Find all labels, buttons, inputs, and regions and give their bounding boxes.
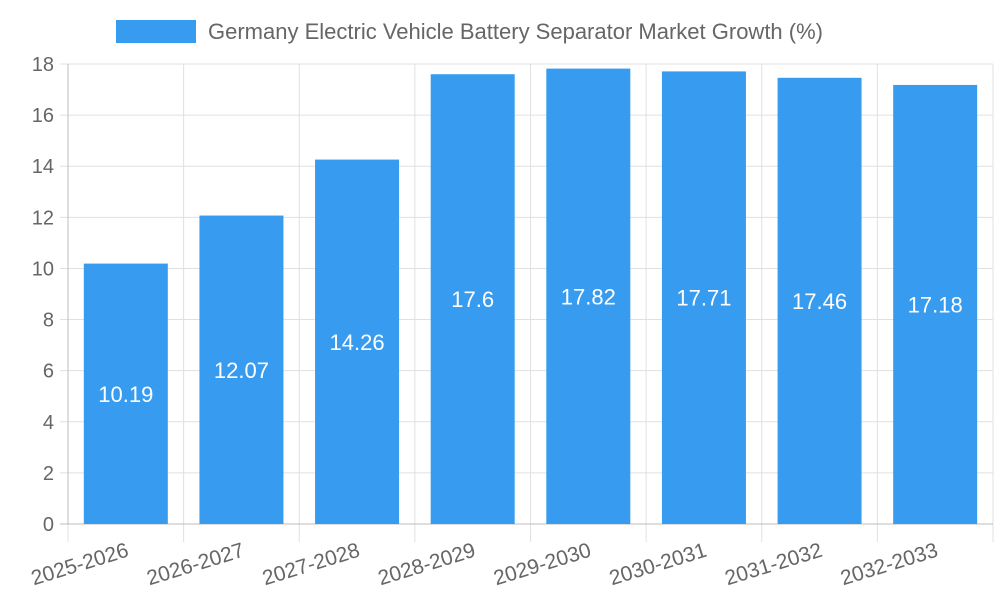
bars	[83, 68, 978, 525]
y-tick-label: 16	[32, 105, 54, 127]
bar[interactable]	[893, 84, 978, 524]
x-tick-label: 2031-2032	[722, 539, 825, 590]
bar[interactable]	[315, 159, 400, 525]
x-tick-label: 2026-2027	[144, 539, 247, 590]
y-tick-label: 2	[43, 463, 54, 485]
x-tick-label: 2030-2031	[607, 539, 710, 590]
x-tick-label: 2029-2030	[491, 539, 594, 590]
y-tick-label: 18	[32, 54, 54, 76]
legend-label[interactable]: Germany Electric Vehicle Battery Separat…	[208, 19, 823, 44]
x-tick-label: 2028-2029	[375, 539, 478, 590]
data-label: 17.18	[908, 292, 963, 317]
data-label: 14.26	[330, 330, 385, 355]
bar[interactable]	[430, 74, 515, 524]
x-tick-label: 2025-2026	[29, 539, 132, 590]
bar[interactable]	[83, 263, 168, 524]
data-label: 12.07	[214, 358, 269, 383]
data-label: 17.71	[676, 286, 731, 311]
data-label: 17.6	[451, 287, 494, 312]
y-tick-label: 8	[43, 310, 54, 332]
x-tick-label: 2027-2028	[260, 539, 363, 590]
bar[interactable]	[661, 71, 746, 525]
x-tick-label: 2032-2033	[838, 539, 941, 590]
data-label: 17.46	[792, 289, 847, 314]
y-tick-label: 4	[43, 412, 54, 434]
y-tick-label: 6	[43, 361, 54, 383]
y-tick-label: 14	[32, 156, 54, 178]
y-tick-label: 12	[32, 207, 54, 229]
bar[interactable]	[777, 77, 862, 525]
y-tick-label: 0	[43, 514, 54, 536]
legend[interactable]: Germany Electric Vehicle Battery Separat…	[116, 19, 823, 44]
legend-swatch[interactable]	[116, 20, 196, 43]
bar[interactable]	[199, 215, 284, 525]
data-label: 17.82	[561, 284, 616, 309]
y-tick-label: 10	[32, 258, 54, 280]
data-labels: 10.19 12.07 14.26 17.6 17.82 17.71 17.46 17.18	[98, 284, 962, 406]
bar[interactable]	[546, 68, 631, 524]
data-label: 10.19	[98, 382, 153, 407]
